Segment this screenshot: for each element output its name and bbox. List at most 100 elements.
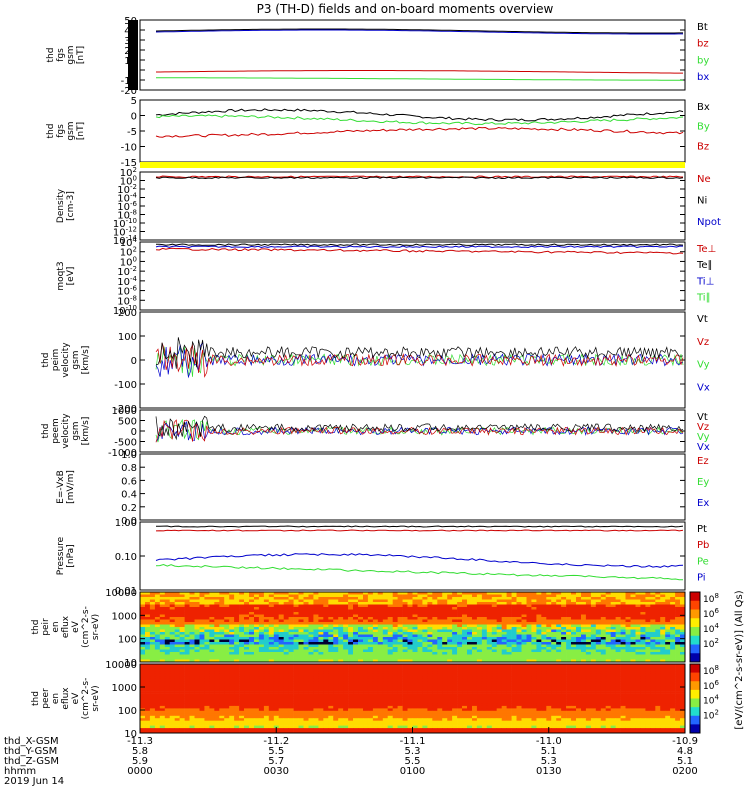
- heatmap-cell: [476, 649, 483, 653]
- heatmap-cell: [531, 614, 537, 618]
- heatmap-cell: [467, 629, 473, 633]
- heatmap-cell: [204, 614, 210, 618]
- heatmap-cell: [541, 637, 547, 640]
- heatmap-cell: [387, 652, 393, 655]
- heatmap-cell: [561, 668, 567, 672]
- heatmap-cell: [263, 657, 270, 660]
- heatmap-cell: [615, 673, 621, 677]
- heatmap-cell: [239, 642, 245, 645]
- heatmap-cell: [680, 624, 686, 628]
- heatmap-cell: [501, 696, 507, 699]
- heatmap-cell: [467, 592, 473, 595]
- heatmap-cell: [472, 604, 478, 608]
- heatmap-cell: [566, 647, 572, 650]
- heatmap-cell: [372, 691, 379, 694]
- heatmap-cell: [353, 652, 359, 655]
- heatmap-cell: [353, 688, 359, 692]
- heatmap-cell: [323, 594, 329, 598]
- heatmap-cell: [159, 688, 166, 692]
- heatmap-cell: [140, 624, 146, 628]
- heatmap-cell: [422, 691, 428, 694]
- heatmap-cell: [556, 627, 562, 630]
- heatmap-cell: [650, 609, 656, 613]
- heatmap-cell: [506, 609, 512, 613]
- heatmap-cell: [244, 637, 250, 640]
- heatmap-cell: [511, 659, 517, 663]
- heatmap-cell: [556, 637, 562, 640]
- heatmap-cell: [531, 619, 537, 623]
- heatmap-cell: [645, 668, 651, 672]
- heatmap-cell: [288, 597, 294, 600]
- ytick-label: 0: [131, 427, 137, 438]
- heatmap-cell: [531, 696, 537, 699]
- heatmap-cell: [372, 652, 379, 655]
- heatmap-cell: [214, 649, 220, 653]
- heatmap-cell: [402, 622, 408, 625]
- heatmap-cell: [293, 644, 299, 648]
- heatmap-cell: [179, 644, 185, 648]
- heatmap-cell: [630, 666, 636, 670]
- heatmap-cell: [372, 614, 379, 618]
- heatmap-cell: [219, 624, 225, 628]
- heatmap-cell: [179, 612, 185, 615]
- heatmap-cell: [209, 659, 215, 663]
- heatmap-cell: [452, 642, 458, 645]
- heatmap-cell: [581, 622, 587, 625]
- heatmap-cell: [140, 652, 146, 655]
- heatmap-cell: [595, 659, 602, 663]
- heatmap-cell: [263, 666, 270, 670]
- heatmap-cell: [590, 624, 597, 628]
- heatmap-cell: [660, 629, 666, 633]
- heatmap-cell: [209, 664, 215, 667]
- heatmap-cell: [318, 657, 324, 660]
- heatmap-cell: [194, 666, 200, 670]
- heatmap-cell: [442, 654, 448, 658]
- heatmap-cell: [600, 632, 607, 635]
- heatmap-cell: [298, 657, 304, 660]
- heatmap-cell: [472, 592, 478, 595]
- heatmap-cell: [402, 688, 408, 692]
- heatmap-cell: [566, 676, 572, 680]
- heatmap-cell: [199, 597, 205, 600]
- heatmap-cell: [571, 622, 577, 625]
- heatmap-cell: [452, 644, 458, 648]
- heatmap-cell: [516, 637, 522, 640]
- heatmap-cell: [412, 644, 418, 648]
- heatmap-cell: [318, 629, 324, 633]
- heatmap-cell: [610, 686, 616, 689]
- heatmap-cell: [422, 619, 428, 623]
- heatmap-cell: [407, 693, 413, 697]
- heatmap-cell: [561, 602, 567, 605]
- heatmap-cell: [516, 627, 522, 630]
- heatmap-cell: [511, 617, 517, 620]
- heatmap-cell: [531, 597, 537, 600]
- heatmap-cell: [397, 624, 403, 628]
- heatmap-cell: [194, 599, 200, 603]
- heatmap-cell: [392, 602, 398, 605]
- heatmap-cell: [437, 678, 443, 682]
- heatmap-cell: [149, 688, 156, 692]
- heatmap-cell: [397, 688, 403, 692]
- heatmap-cell: [417, 678, 423, 682]
- heatmap-cell: [625, 599, 631, 603]
- heatmap-cell: [675, 693, 681, 697]
- heatmap-cell: [546, 649, 552, 653]
- heatmap-cell: [323, 639, 329, 643]
- heatmap-cell: [174, 612, 180, 615]
- heatmap-cell: [367, 688, 374, 692]
- heatmap-cell: [561, 597, 567, 600]
- heatmap-cell: [660, 647, 666, 650]
- heatmap-cell: [249, 652, 255, 655]
- heatmap-cell: [610, 622, 616, 625]
- heatmap-cell: [358, 644, 364, 648]
- heatmap-cell: [323, 693, 329, 697]
- heatmap-cell: [660, 639, 666, 643]
- heatmap-cell: [417, 659, 423, 663]
- heatmap-cell: [412, 657, 418, 660]
- heatmap-cell: [630, 597, 636, 600]
- heatmap-cell: [422, 612, 428, 615]
- heatmap-cell: [338, 629, 344, 633]
- heatmap-cell: [590, 609, 597, 613]
- heatmap-cell: [526, 609, 532, 613]
- heatmap-cell: [328, 696, 334, 699]
